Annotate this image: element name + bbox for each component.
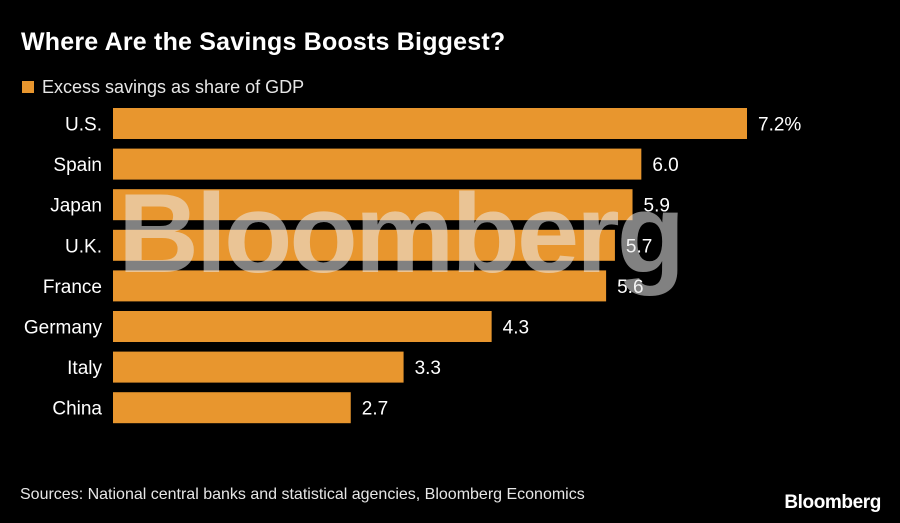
- category-label: China: [52, 399, 102, 420]
- sources-note: Sources: National central banks and stat…: [20, 486, 585, 503]
- category-label: Germany: [24, 318, 103, 339]
- category-label: U.K.: [65, 236, 102, 257]
- bar-japan: [113, 189, 633, 221]
- category-label: U.S.: [65, 115, 102, 136]
- category-label: Italy: [67, 358, 102, 379]
- bar-spain: [113, 148, 642, 180]
- chart-legend: Excess savings as share of GDP: [22, 76, 304, 98]
- category-label: Spain: [53, 155, 102, 176]
- value-label: 2.7: [362, 399, 388, 420]
- category-label: Japan: [50, 196, 102, 217]
- bar-italy: [113, 351, 404, 383]
- bar-us: [113, 108, 747, 139]
- brand-logo: Bloomberg: [784, 492, 881, 513]
- value-label: 4.3: [503, 318, 529, 339]
- chart-title: Where Are the Savings Boosts Biggest?: [21, 28, 506, 56]
- value-label: 5.6: [617, 277, 643, 298]
- bar-uk: [113, 229, 615, 261]
- value-label: 7.2%: [758, 115, 801, 136]
- legend-label: Excess savings as share of GDP: [42, 76, 305, 97]
- bar-france: [113, 270, 607, 302]
- category-label: France: [43, 277, 102, 298]
- value-label: 5.9: [644, 196, 670, 217]
- value-label: 6.0: [652, 155, 678, 176]
- value-label: 5.7: [626, 236, 652, 257]
- bar-germany: [113, 311, 492, 342]
- value-label: 3.3: [415, 358, 441, 379]
- legend-swatch: [22, 81, 34, 93]
- bar-china: [113, 392, 351, 424]
